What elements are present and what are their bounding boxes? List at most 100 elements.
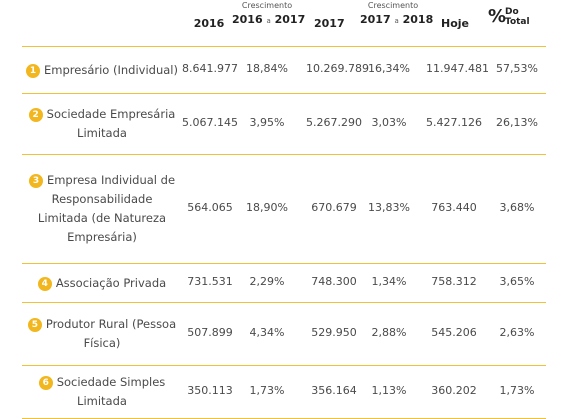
header-growth-sep: a	[266, 17, 271, 25]
row-name-line: 2 Sociedade Empresária	[22, 105, 182, 124]
row-name-text: Limitada	[77, 394, 127, 408]
row-name-line: 5 Produtor Rural (Pessoa	[22, 315, 182, 334]
header-2017: 2017	[314, 0, 345, 46]
row-name: 1 Empresário (Individual)	[22, 61, 182, 80]
row-name-line: Limitada	[22, 124, 182, 143]
row-name-text: Empresário (Individual)	[44, 63, 178, 77]
header-hoje: Hoje	[440, 0, 470, 46]
header-percent-label: Do Total	[505, 7, 530, 27]
row-number-badge: 5	[27, 318, 42, 332]
header-growth-2016-2017: Crescimento 2016 a 2017	[232, 0, 305, 46]
header-growth-2017-2018: Crescimento 2017 a 2018	[360, 0, 433, 46]
value-2016: 507.899	[187, 326, 233, 339]
row-name-line: Limitada	[22, 392, 182, 411]
value-2017: 5.267.290	[306, 116, 362, 129]
header-percent-total: % Do Total	[484, 0, 544, 46]
growth-2017-2018: 16,34%	[368, 62, 410, 75]
growth-2017-2018: 1,13%	[371, 384, 407, 397]
row-name: 5 Produtor Rural (Pessoa Física)	[22, 315, 182, 353]
row-name-line: 6 Sociedade Simples	[22, 373, 182, 392]
header-growth-range: 2016 a 2017	[232, 13, 305, 26]
header-percent-do: Do	[505, 7, 519, 17]
growth-2016-2017: 2,29%	[249, 275, 285, 288]
growth-2017-2018: 2,88%	[371, 326, 407, 339]
table-row: 2 Sociedade Empresária Limitada 5.067.145 3,…	[22, 94, 546, 155]
row-name-line: Física)	[22, 334, 182, 353]
row-number-badge: 6	[38, 376, 53, 390]
value-2016: 8.641.977	[182, 62, 238, 75]
growth-2016-2017: 4,34%	[249, 326, 285, 339]
growth-2016-2017: 18,90%	[246, 201, 288, 214]
value-2017: 529.950	[311, 326, 357, 339]
row-number-badge: 1	[26, 64, 41, 78]
row-name: 6 Sociedade Simples Limitada	[22, 373, 182, 411]
growth-2017-2018: 13,83%	[368, 201, 410, 214]
header-growth-to: 2017	[274, 13, 306, 26]
row-name-text: Associação Privada	[55, 276, 167, 290]
value-2017: 670.679	[311, 201, 357, 214]
header-growth-label: Crescimento	[241, 1, 293, 10]
header-growth-label: Crescimento	[367, 1, 419, 10]
row-name: 3 Empresa Individual de Responsabilidade Li…	[22, 171, 182, 247]
row-name-line: 1 Empresário (Individual)	[22, 61, 182, 80]
row-name-text: Empresária)	[67, 230, 137, 244]
growth-2016-2017: 18,84%	[246, 62, 288, 75]
row-name-text: Responsabilidade	[51, 192, 153, 206]
row-name-text: Limitada (de Natureza	[37, 211, 167, 225]
row-name-text: Física)	[83, 336, 121, 350]
table-row: 5 Produtor Rural (Pessoa Física) 507.899 4,3…	[22, 303, 546, 366]
header-growth-from: 2017	[360, 13, 391, 26]
value-2016: 5.067.145	[182, 116, 238, 129]
header-2016: 2016	[192, 0, 226, 46]
row-name-text: Sociedade Empresária	[46, 107, 176, 121]
table-row: 6 Sociedade Simples Limitada 350.113 1,73% 35…	[22, 366, 546, 419]
table-row: 4 Associação Privada 731.531 2,29% 748.300 1,…	[22, 264, 546, 303]
row-name-line: 3 Empresa Individual de	[22, 171, 182, 190]
row-number-badge: 4	[37, 277, 52, 291]
legal-nature-table: 2016 Crescimento 2016 a 2017 2017 Cresci…	[22, 0, 546, 419]
table-row: 1 Empresário (Individual) 8.641.977 18,84% 1…	[22, 47, 546, 94]
value-hoje: 5.427.126	[426, 116, 482, 129]
value-hoje: 360.202	[431, 384, 477, 397]
percent-total: 3,68%	[499, 201, 535, 214]
value-hoje: 758.312	[431, 275, 477, 288]
header-percent-total-word: Total	[505, 17, 530, 27]
value-hoje: 11.947.481	[426, 62, 489, 75]
row-name-text: Empresa Individual de	[46, 173, 176, 187]
growth-2017-2018: 1,34%	[371, 275, 407, 288]
growth-2017-2018: 3,03%	[371, 116, 407, 129]
row-name-text: Sociedade Simples	[56, 375, 166, 389]
value-2016: 731.531	[187, 275, 233, 288]
value-2016: 350.113	[187, 384, 233, 397]
percent-total: 1,73%	[499, 384, 535, 397]
value-hoje: 763.440	[431, 201, 477, 214]
value-hoje: 545.206	[431, 326, 477, 339]
header-growth-sep: a	[394, 17, 399, 25]
header-growth-range: 2017 a 2018	[360, 13, 433, 26]
value-2017: 748.300	[311, 275, 357, 288]
row-name-text: Limitada	[77, 126, 127, 140]
header-hoje-label: Hoje	[441, 17, 469, 30]
row-name-line: 4 Associação Privada	[22, 274, 182, 293]
table-header: 2016 Crescimento 2016 a 2017 2017 Cresci…	[22, 0, 546, 47]
percent-total: 57,53%	[496, 62, 538, 75]
value-2017: 10.269.789	[306, 62, 369, 75]
row-name: 2 Sociedade Empresária Limitada	[22, 105, 182, 143]
table-row: 3 Empresa Individual de Responsabilidade Li…	[22, 155, 546, 264]
header-2016-label: 2016	[193, 17, 225, 30]
value-2017: 356.164	[311, 384, 357, 397]
growth-2016-2017: 3,95%	[249, 116, 285, 129]
row-name-text: Produtor Rural (Pessoa	[45, 317, 177, 331]
table-body: 1 Empresário (Individual) 8.641.977 18,84% 1…	[22, 47, 546, 419]
percent-total: 3,65%	[499, 275, 535, 288]
value-2016: 564.065	[187, 201, 233, 214]
percent-total: 26,13%	[496, 116, 538, 129]
header-growth-from: 2016	[232, 13, 263, 26]
row-name-line: Limitada (de Natureza	[22, 209, 182, 228]
row-name: 4 Associação Privada	[22, 274, 182, 293]
row-number-badge: 3	[28, 174, 43, 188]
percent-sign: %	[488, 6, 507, 27]
row-name-line: Empresária)	[22, 228, 182, 247]
percent-total: 2,63%	[499, 326, 535, 339]
growth-2016-2017: 1,73%	[249, 384, 285, 397]
